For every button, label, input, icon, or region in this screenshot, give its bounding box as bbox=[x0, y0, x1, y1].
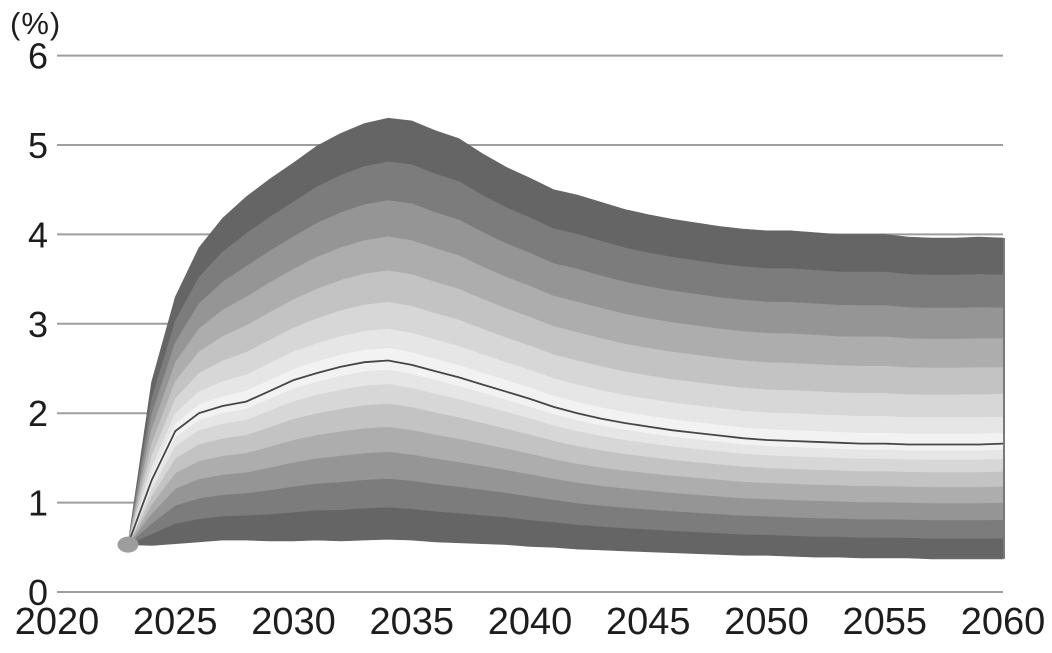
median-line bbox=[127, 359, 1004, 545]
y-tick-label: 5 bbox=[28, 125, 48, 166]
y-axis-unit-label: (%) bbox=[10, 6, 62, 41]
x-tick-label: 2055 bbox=[842, 601, 927, 643]
x-tick-label: 2025 bbox=[133, 601, 218, 643]
y-tick-label: 3 bbox=[28, 304, 48, 345]
x-tick-label: 2045 bbox=[606, 601, 691, 643]
y-tick-label: 6 bbox=[28, 36, 48, 77]
x-tick-label: 2035 bbox=[369, 601, 454, 643]
y-tick-label: 0 bbox=[28, 572, 48, 613]
x-axis-tick-labels: 2020 2025 2030 2035 2040 2045 2050 2055 2060 bbox=[15, 601, 1046, 643]
x-tick-label: 2040 bbox=[488, 601, 573, 643]
y-tick-label: 4 bbox=[28, 214, 48, 255]
start-point-dot bbox=[117, 536, 139, 553]
y-tick-label: 2 bbox=[28, 393, 48, 434]
x-tick-label: 2030 bbox=[251, 601, 336, 643]
fan-bands bbox=[127, 117, 1004, 560]
y-axis-tick-labels: 0 1 2 3 4 5 6 bbox=[28, 36, 48, 613]
y-tick-label: 1 bbox=[28, 483, 48, 524]
x-tick-label: 2050 bbox=[724, 601, 809, 643]
x-tick-label: 2060 bbox=[961, 601, 1046, 643]
x-tick-label: 2020 bbox=[15, 601, 100, 643]
